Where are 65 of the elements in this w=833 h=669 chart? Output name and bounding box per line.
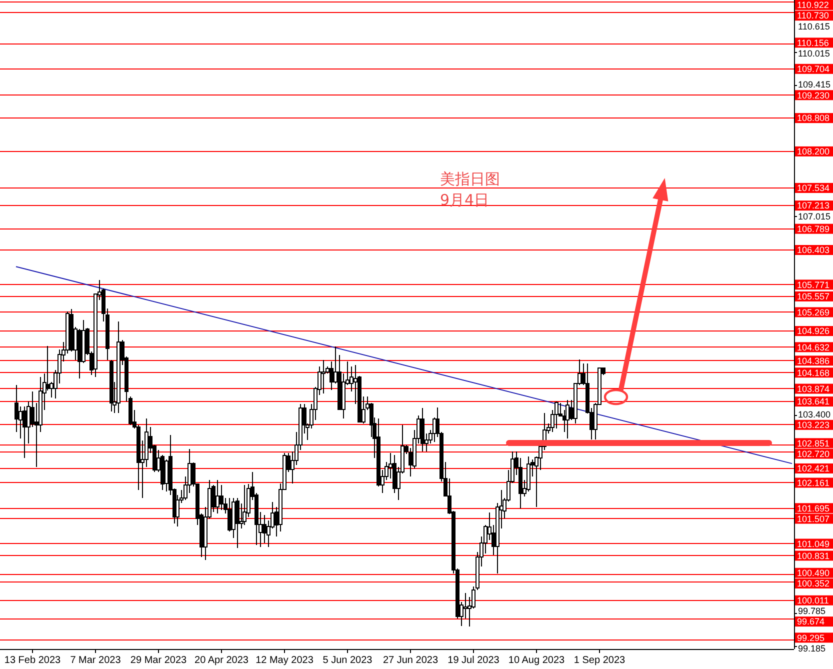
- candlestick: [46, 346, 50, 392]
- ref-line-label: 106.789: [797, 224, 830, 234]
- x-tick-label: 7 Mar 2023: [70, 655, 122, 666]
- ref-line-label: 102.720: [797, 448, 830, 459]
- candlestick: [566, 399, 570, 439]
- ref-line-label: 101.049: [797, 538, 830, 549]
- ref-line-label: 110.922: [797, 0, 829, 10]
- ref-line-label: 107.534: [797, 183, 830, 194]
- ref-line-label: 103.874: [797, 384, 830, 394]
- ref-line-label: 107.213: [797, 200, 830, 211]
- x-tick-label: 29 Mar 2023: [130, 655, 188, 666]
- candlestick: [242, 484, 246, 526]
- ref-line-label: 104.632: [797, 342, 830, 352]
- x-tick-label: 27 Jun 2023: [382, 655, 438, 666]
- ref-line-label: 99.295: [797, 632, 825, 643]
- y-tick-label: 110.015: [798, 48, 830, 58]
- ref-line-label: 108.200: [797, 146, 830, 157]
- ref-line-label: 105.269: [797, 307, 830, 318]
- ref-line-label: 100.352: [797, 578, 830, 589]
- y-tick-label: 110.615: [798, 21, 830, 32]
- candlestick: [236, 498, 240, 549]
- candlestick: [554, 401, 558, 429]
- ref-line-label: 101.507: [797, 514, 830, 524]
- ref-line-label: 105.771: [797, 280, 830, 290]
- ref-line-label: 104.168: [797, 368, 830, 378]
- ref-line-label: 104.386: [797, 356, 830, 366]
- candlestick: [322, 359, 326, 394]
- ref-line-label: 109.704: [797, 64, 830, 74]
- candlestick: [262, 514, 266, 544]
- candlestick: [216, 480, 220, 514]
- candlestick: [22, 406, 26, 459]
- ref-line-label: 102.161: [797, 478, 830, 488]
- y-tick-label: 109.415: [798, 80, 831, 90]
- ref-line-label: 101.695: [797, 503, 830, 514]
- ref-line-label: 103.641: [797, 396, 830, 407]
- x-tick-label: 1 Sep 2023: [574, 655, 626, 666]
- ref-line-label: 100.831: [797, 550, 830, 561]
- ref-line-label: 99.674: [797, 616, 825, 627]
- y-tick-label: 99.785: [798, 606, 826, 616]
- ref-line-label: 104.926: [797, 326, 830, 336]
- ref-line-label: 109.230: [797, 90, 830, 100]
- ref-line-label: 100.011: [797, 596, 829, 606]
- annotation: 美指日图: [440, 170, 500, 188]
- y-tick-label: 103.400: [798, 409, 831, 420]
- y-tick-label: 99.185: [798, 643, 826, 654]
- ref-line-label: 100.490: [797, 568, 830, 578]
- ref-line-label: 106.403: [797, 245, 830, 256]
- x-tick-label: 5 Jun 2023: [322, 655, 373, 666]
- annotation: 9月4日: [440, 191, 490, 209]
- ref-line-label: 110.156: [797, 38, 829, 48]
- candlestick: [164, 459, 168, 492]
- ref-line-label: 105.557: [797, 292, 830, 302]
- x-tick-label: 12 May 2023: [256, 655, 314, 666]
- ref-line-label: 102.851: [797, 438, 830, 448]
- ref-line-label: 108.808: [797, 113, 830, 124]
- x-tick-label: 13 Feb 2023: [4, 655, 62, 666]
- ref-line-label: 103.223: [797, 420, 830, 430]
- x-tick-label: 20 Apr 2023: [194, 655, 249, 666]
- candlestick: [464, 592, 468, 619]
- candlestick: [220, 484, 224, 511]
- x-tick-label: 19 Jul 2023: [448, 655, 500, 666]
- y-tick-label: 107.015: [798, 212, 831, 222]
- ref-line-label: 110.730: [797, 10, 829, 21]
- ref-line-label: 102.421: [797, 464, 830, 474]
- x-tick-label: 10 Aug 2023: [508, 655, 566, 666]
